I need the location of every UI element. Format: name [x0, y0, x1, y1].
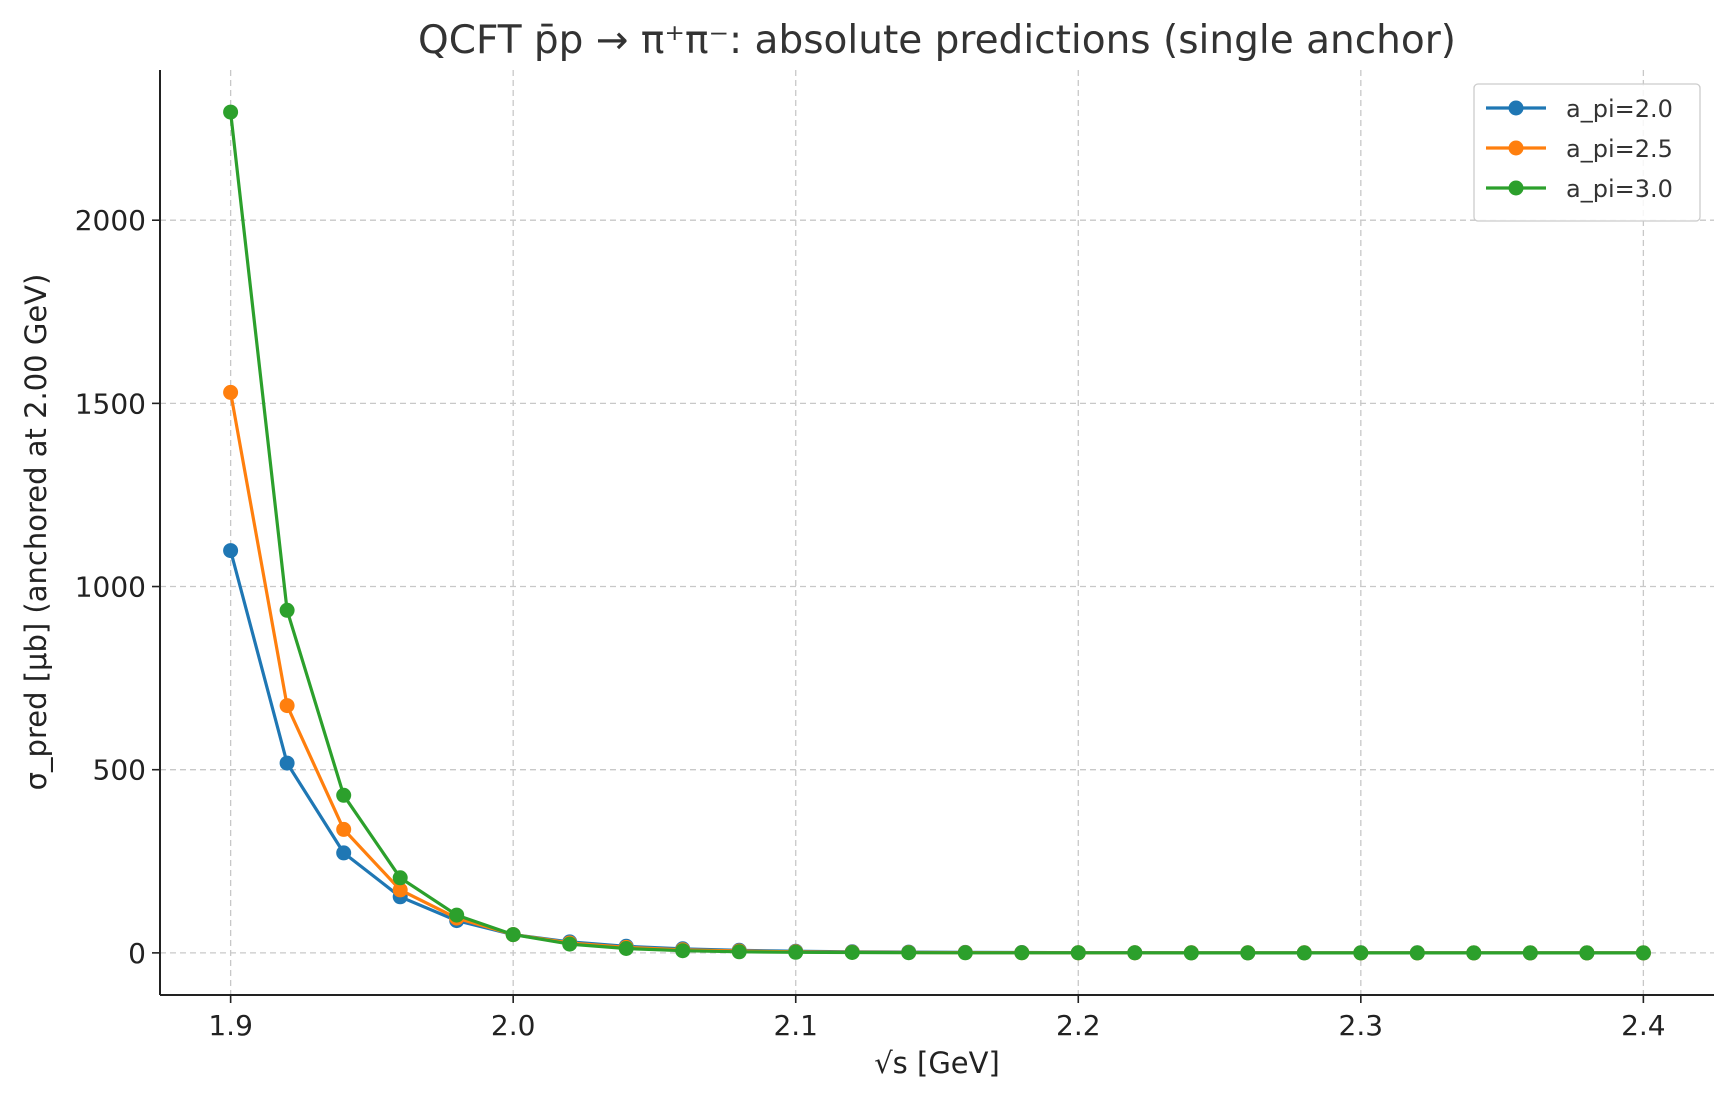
- legend-item: a_pi=3.0: [1486, 175, 1673, 203]
- chart-title: QCFT p̄p → π⁺π⁻: absolute predictions (s…: [418, 18, 1456, 63]
- data-point: [505, 927, 521, 943]
- data-point: [1522, 945, 1538, 961]
- data-point: [618, 941, 634, 956]
- y-tick-label: 2000: [75, 204, 146, 237]
- data-point: [1296, 945, 1312, 961]
- x-tick-label: 1.9: [208, 1009, 253, 1042]
- data-point: [279, 755, 295, 771]
- data-point: [1070, 945, 1086, 961]
- data-point: [1466, 945, 1482, 961]
- legend: a_pi=2.0 a_pi=2.5 a_pi=3.0: [1473, 83, 1701, 222]
- data-point: [336, 787, 352, 803]
- data-point: [1579, 945, 1595, 961]
- data-point: [1635, 945, 1651, 961]
- x-tick-label: 2.4: [1621, 1009, 1666, 1042]
- data-point: [1183, 945, 1199, 961]
- series-line: [229, 550, 1644, 955]
- legend-marker: [1508, 180, 1524, 196]
- x-ticks: 1.9 2.0 2.1 2.2 2.3 2.4: [208, 995, 1666, 1042]
- y-tick-label: 500: [93, 754, 146, 787]
- legend-label: a_pi=2.5: [1566, 135, 1673, 163]
- data-point: [223, 543, 239, 559]
- series-line: [229, 111, 1644, 955]
- series-a_pi=3.0: [223, 104, 1651, 961]
- data-point: [1409, 945, 1425, 961]
- data-point: [223, 384, 239, 400]
- x-tick-label: 2.3: [1339, 1009, 1384, 1042]
- legend-label: a_pi=3.0: [1566, 175, 1673, 203]
- legend-item: a_pi=2.0: [1486, 95, 1673, 123]
- data-point: [1353, 945, 1369, 961]
- data-point: [901, 945, 917, 961]
- axes: [159, 70, 1714, 996]
- data-point: [392, 882, 408, 898]
- data-point: [336, 821, 352, 837]
- legend-label: a_pi=2.0: [1566, 95, 1673, 123]
- data-point: [1240, 945, 1256, 961]
- data-point: [957, 945, 973, 961]
- y-ticks: 0 500 1000 1500 2000: [75, 204, 160, 970]
- x-axis-label: √s [GeV]: [874, 1046, 1000, 1080]
- data-point: [844, 945, 860, 960]
- y-tick-label: 1500: [75, 387, 146, 420]
- data-point: [449, 907, 465, 923]
- data-point: [1014, 945, 1030, 961]
- y-tick-label: 0: [128, 937, 146, 970]
- data-point: [731, 944, 747, 960]
- series-a_pi=2.5: [223, 384, 1651, 961]
- data-point: [223, 104, 239, 120]
- data-point: [392, 870, 408, 886]
- x-tick-label: 2.1: [773, 1009, 818, 1042]
- series-a_pi=2.0: [223, 543, 1651, 961]
- data-point: [675, 943, 691, 959]
- data-point: [562, 936, 578, 952]
- legend-item: a_pi=2.5: [1486, 135, 1673, 163]
- x-tick-label: 2.0: [491, 1009, 536, 1042]
- x-tick-label: 2.2: [1056, 1009, 1101, 1042]
- data-point: [1127, 945, 1143, 961]
- series-line: [229, 392, 1644, 955]
- y-tick-label: 1000: [75, 571, 146, 604]
- legend-marker: [1508, 100, 1524, 116]
- data-point: [279, 698, 295, 714]
- data-point: [279, 602, 295, 618]
- y-axis-label: σ_pred [μb] (anchored at 2.00 GeV): [19, 274, 53, 791]
- data-point: [336, 845, 352, 861]
- legend-marker: [1508, 140, 1524, 156]
- data-point: [788, 944, 804, 960]
- series-layer: [223, 104, 1651, 961]
